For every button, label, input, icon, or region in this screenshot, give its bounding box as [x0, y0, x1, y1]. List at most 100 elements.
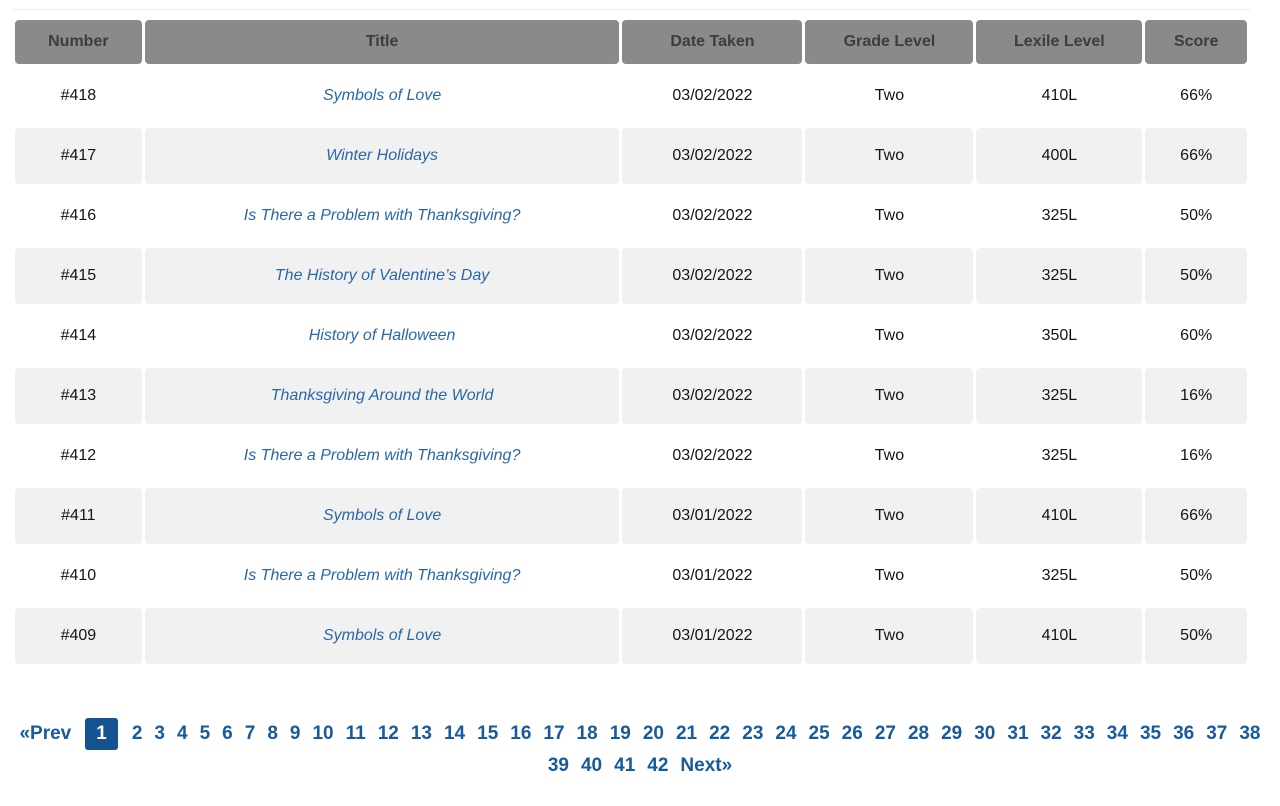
title-link[interactable]: Winter Holidays	[326, 147, 439, 164]
page-link-1[interactable]: 1	[85, 718, 118, 750]
page-link-31[interactable]: 31	[1007, 723, 1029, 744]
page-link-17[interactable]: 17	[543, 723, 565, 744]
page-link-5[interactable]: 5	[199, 723, 211, 744]
page-link-36[interactable]: 36	[1173, 723, 1195, 744]
table-row: #409 Symbols of Love 03/01/2022 Two 410L 50%	[15, 608, 1247, 664]
title-link[interactable]: Is There a Problem with Thanksgiving?	[243, 447, 521, 464]
cell-number: #409	[15, 608, 142, 664]
page-link-3[interactable]: 3	[154, 723, 165, 744]
cell-lexile_level: 350L	[1041, 327, 1078, 344]
cell-number: #411	[15, 488, 142, 544]
page-link-13[interactable]: 13	[410, 723, 432, 744]
page-link-25[interactable]: 25	[808, 723, 830, 744]
page-link-18[interactable]: 18	[576, 723, 598, 744]
page-link-14[interactable]: 14	[443, 723, 466, 744]
table-row: #416 Is There a Problem with Thanksgiving…	[15, 188, 1247, 244]
cell-lexile_level: 410L	[1041, 87, 1078, 104]
page-link-19[interactable]: 19	[609, 723, 631, 744]
cell-score: 50%	[1180, 567, 1213, 584]
title-link[interactable]: The History of Valentine’s Day	[274, 267, 490, 284]
cell-date_taken: 03/02/2022	[622, 128, 803, 184]
cell-title: Is There a Problem with Thanksgiving?	[145, 428, 620, 484]
cell-title: History of Halloween	[145, 308, 620, 364]
cell-number: #418	[60, 87, 97, 104]
title-link[interactable]: History of Halloween	[308, 327, 456, 344]
page-link-2[interactable]: 2	[131, 723, 143, 744]
cell-title: The History of Valentine’s Day	[144, 248, 620, 304]
cell-number: #414	[60, 327, 97, 344]
cell-title: Symbols of Love	[144, 608, 620, 664]
column-header-score: Score	[1145, 20, 1247, 64]
page-link-4[interactable]: 4	[177, 723, 188, 744]
title-link[interactable]: Is There a Problem with Thanksgiving?	[243, 207, 521, 224]
page-link-29[interactable]: 29	[941, 723, 963, 744]
prev-button[interactable]: «Prev	[19, 723, 72, 744]
cell-score: 66%	[1145, 128, 1247, 184]
table-row: #415 The History of Valentine’s Day 03/02/…	[15, 248, 1247, 304]
title-link[interactable]: Thanksgiving Around the World	[270, 387, 494, 404]
cell-date_taken: 03/02/2022	[672, 207, 753, 224]
cell-title: Symbols of Love	[145, 68, 620, 124]
title-link[interactable]: Symbols of Love	[322, 87, 442, 104]
page-link-26[interactable]: 26	[841, 723, 863, 744]
page-link-20[interactable]: 20	[642, 723, 664, 744]
column-header-title: Title	[144, 20, 620, 64]
table-header-row: Number Title Date Taken Grade Level Lexile L…	[15, 20, 1247, 64]
title-link[interactable]: Is There a Problem with Thanksgiving?	[243, 567, 521, 584]
page-link-7[interactable]: 7	[244, 723, 256, 744]
page-link-33[interactable]: 33	[1073, 723, 1095, 744]
page-link-22[interactable]: 22	[709, 723, 731, 744]
page-link-30[interactable]: 30	[974, 723, 996, 744]
page-link-15[interactable]: 15	[477, 723, 499, 744]
title-link[interactable]: Symbols of Love	[322, 627, 442, 644]
cell-lexile_level: 400L	[976, 128, 1143, 184]
cell-grade_level: Two	[805, 368, 974, 424]
page-link-38[interactable]: 38	[1239, 723, 1261, 744]
page-link-39[interactable]: 39	[547, 755, 569, 776]
cell-date_taken: 03/02/2022	[672, 87, 753, 104]
cell-number: #410	[60, 567, 97, 584]
page-link-9[interactable]: 9	[289, 723, 301, 744]
cell-title: Is There a Problem with Thanksgiving?	[145, 188, 620, 244]
page-link-28[interactable]: 28	[907, 723, 930, 744]
page-link-42[interactable]: 42	[647, 755, 669, 776]
cell-title: Symbols of Love	[144, 488, 620, 544]
page-link-35[interactable]: 35	[1139, 723, 1162, 744]
cell-lexile_level: 325L	[976, 368, 1143, 424]
page-link-16[interactable]: 16	[510, 723, 532, 744]
cell-lexile_level: 325L	[1041, 567, 1078, 584]
page-link-21[interactable]: 21	[675, 723, 698, 744]
page-link-11[interactable]: 11	[345, 723, 366, 744]
page-link-24[interactable]: 24	[775, 723, 797, 744]
page-link-41[interactable]: 41	[614, 755, 636, 776]
page-link-34[interactable]: 34	[1106, 723, 1128, 744]
page-link-40[interactable]: 40	[580, 755, 603, 776]
cell-score: 50%	[1145, 248, 1247, 304]
page-link-27[interactable]: 27	[874, 723, 896, 744]
page-link-32[interactable]: 32	[1040, 723, 1062, 744]
title-link[interactable]: Symbols of Love	[322, 507, 442, 524]
cell-grade_level: Two	[805, 608, 974, 664]
page-link-10[interactable]: 10	[312, 723, 334, 744]
cell-grade_level: Two	[805, 128, 974, 184]
next-button[interactable]: Next»	[680, 755, 733, 776]
page-link-12[interactable]: 12	[377, 723, 399, 744]
table-row: #410 Is There a Problem with Thanksgiving…	[15, 548, 1247, 604]
cell-number: #415	[15, 248, 142, 304]
cell-title: Thanksgiving Around the World	[144, 368, 620, 424]
table-row: #413 Thanksgiving Around the World 03/02/2…	[15, 368, 1247, 424]
table-row: #412 Is There a Problem with Thanksgiving…	[15, 428, 1247, 484]
cell-number: #413	[15, 368, 142, 424]
page-link-23[interactable]: 23	[742, 723, 764, 744]
page-link-37[interactable]: 37	[1206, 723, 1228, 744]
cell-lexile_level: 410L	[976, 488, 1143, 544]
cell-lexile_level: 325L	[976, 248, 1143, 304]
table-row: #414 History of Halloween 03/02/2022 Two 350…	[15, 308, 1247, 364]
page-link-8[interactable]: 8	[267, 723, 278, 744]
page-link-6[interactable]: 6	[222, 723, 233, 744]
pagination: «Prev 1 2 3 4 5 6 7 8 9 10 11 12 13 14 15 16 17 18 19 20 21 22…	[12, 718, 1268, 782]
table-row: #417 Winter Holidays 03/02/2022 Two 400L 66%	[15, 128, 1247, 184]
cell-grade_level: Two	[874, 207, 905, 224]
cell-number: #416	[60, 207, 97, 224]
